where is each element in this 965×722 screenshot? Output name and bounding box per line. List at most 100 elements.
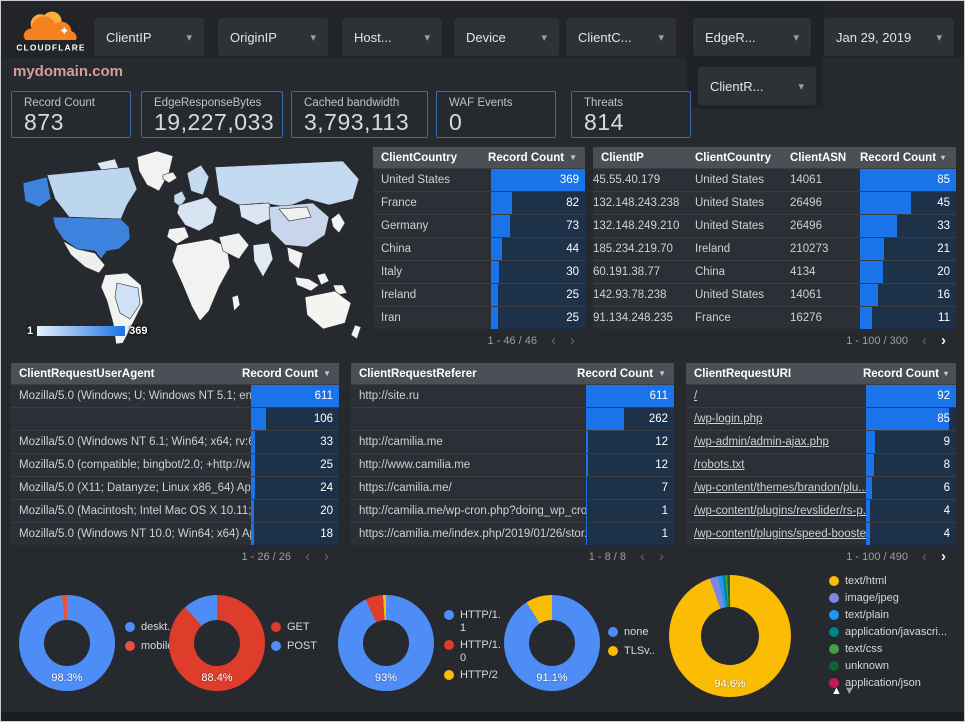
prev-page-icon[interactable]: ‹	[551, 332, 556, 349]
column-header-referer[interactable]: ClientRequestReferer	[359, 367, 477, 380]
table-row[interactable]: France 82	[373, 191, 585, 214]
column-header-record-count[interactable]: Record Count	[860, 151, 937, 164]
table-row[interactable]: /wp-content/themes/brandon/plu... 6	[686, 476, 956, 499]
filter-host[interactable]: Host... ▾	[342, 18, 442, 56]
table-row[interactable]: /wp-content/plugins/revslider/rs-p... 4	[686, 499, 956, 522]
table-header[interactable]: ClientIP ClientCountry ClientASN Record …	[593, 147, 956, 168]
legend-item[interactable]: POST	[271, 640, 317, 653]
table-row[interactable]: 45.55.40.179 United States 14061 85	[593, 168, 956, 191]
column-header-country[interactable]: ClientCountry	[381, 151, 458, 164]
legend-item[interactable]: HTTP/2	[444, 669, 504, 682]
filter-clientrequest[interactable]: ClientR... ▾	[698, 67, 816, 105]
table-row[interactable]: 132.148.249.210 United States 26496 33	[593, 214, 956, 237]
table-row[interactable]: Italy 30	[373, 260, 585, 283]
table-row[interactable]: China 44	[373, 237, 585, 260]
next-page-icon[interactable]: ›	[659, 548, 664, 565]
donut-request-method[interactable]: 88.4%	[169, 595, 265, 691]
uri-link[interactable]: /	[694, 390, 698, 402]
legend-item[interactable]: application/javascri...	[829, 626, 947, 639]
donut-http-version[interactable]: 93%	[338, 595, 434, 691]
uri-link[interactable]: /wp-content/plugins/speed-booste...	[694, 528, 866, 540]
legend-item[interactable]: unknown	[829, 660, 947, 673]
sort-desc-icon[interactable]: ▾	[941, 153, 946, 162]
table-row[interactable]: /wp-content/plugins/speed-booste... 4	[686, 522, 956, 545]
table-row[interactable]: 262	[351, 407, 674, 430]
uri-link[interactable]: /wp-content/plugins/revslider/rs-p...	[694, 505, 866, 517]
table-row[interactable]: Iran 25	[373, 306, 585, 329]
next-page-icon[interactable]: ›	[570, 332, 575, 349]
table-row[interactable]: 185.234.219.70 Ireland 210273 21	[593, 237, 956, 260]
legend-item[interactable]: GET	[271, 621, 317, 634]
table-row[interactable]: http://site.ru 611	[351, 384, 674, 407]
column-header-record-count[interactable]: Record Count	[242, 367, 319, 380]
table-row[interactable]: / 92	[686, 384, 956, 407]
table-row[interactable]: https://camilia.me/index.php/2019/01/26/…	[351, 522, 674, 545]
table-row[interactable]: http://camilia.me/wp-cron.php?doing_wp_c…	[351, 499, 674, 522]
table-row[interactable]: 106	[11, 407, 339, 430]
table-row[interactable]: 132.148.243.238 United States 26496 45	[593, 191, 956, 214]
table-row[interactable]: Mozilla/5.0 (compatible; bingbot/2.0; +h…	[11, 453, 339, 476]
legend-item[interactable]: HTTP/1.1	[444, 609, 504, 635]
table-row[interactable]: http://www.camilia.me 12	[351, 453, 674, 476]
table-row[interactable]: Mozilla/5.0 (Windows; U; Windows NT 5.1;…	[11, 384, 339, 407]
table-header[interactable]: ClientRequestReferer Record Count ▼	[351, 363, 674, 384]
legend-item[interactable]: text/html	[829, 575, 947, 588]
donut-tls-version[interactable]: 91.1%	[504, 595, 600, 691]
sort-desc-icon[interactable]: ▼	[658, 369, 666, 378]
table-row[interactable]: Germany 73	[373, 214, 585, 237]
column-header-uri[interactable]: ClientRequestURI	[694, 367, 792, 380]
legend-item[interactable]: none	[608, 626, 655, 639]
table-row[interactable]: http://camilia.me 12	[351, 430, 674, 453]
column-header-record-count[interactable]: Record Count	[577, 367, 654, 380]
legend-item[interactable]: text/css	[829, 643, 947, 656]
column-header-useragent[interactable]: ClientRequestUserAgent	[19, 367, 155, 380]
legend-scroll-down-icon[interactable]: ▼	[843, 685, 857, 697]
date-range-picker[interactable]: Jan 29, 2019 ▾	[824, 18, 954, 56]
table-row[interactable]: Ireland 25	[373, 283, 585, 306]
uri-link[interactable]: /robots.txt	[694, 459, 745, 471]
legend-item[interactable]: application/json	[829, 677, 947, 690]
table-row[interactable]: https://camilia.me/ 7	[351, 476, 674, 499]
prev-page-icon[interactable]: ‹	[640, 548, 645, 565]
uri-link[interactable]: /wp-content/themes/brandon/plu...	[694, 482, 866, 494]
next-page-icon[interactable]: ›	[324, 548, 329, 565]
table-row[interactable]: 91.134.248.235 France 16276 11	[593, 306, 956, 329]
filter-edgeresponse[interactable]: EdgeR... ▾	[693, 18, 811, 56]
legend-item[interactable]: mobile	[125, 640, 176, 653]
table-row[interactable]: /wp-admin/admin-ajax.php 9	[686, 430, 956, 453]
world-map[interactable]: 1 369	[11, 147, 373, 347]
table-header[interactable]: ClientRequestUserAgent Record Count ▼	[11, 363, 339, 384]
table-header[interactable]: ClientCountry Record Count ▼	[373, 147, 585, 168]
prev-page-icon[interactable]: ‹	[922, 332, 927, 349]
filter-clientip[interactable]: ClientIP ▾	[94, 18, 204, 56]
table-row[interactable]: 60.191.38.77 China 4134 20	[593, 260, 956, 283]
prev-page-icon[interactable]: ‹	[305, 548, 310, 565]
next-page-icon[interactable]: ›	[941, 548, 946, 565]
uri-link[interactable]: /wp-login.php	[694, 413, 763, 425]
legend-item[interactable]: image/jpeg	[829, 592, 947, 605]
donut-device-type[interactable]: 98.3%	[19, 595, 115, 691]
filter-device[interactable]: Device ▾	[454, 18, 559, 56]
filter-originip[interactable]: OriginIP ▾	[218, 18, 328, 56]
legend-scroll-up-icon[interactable]: ▲	[831, 685, 844, 697]
table-row[interactable]: United States 369	[373, 168, 585, 191]
sort-desc-icon[interactable]: ▾	[943, 369, 948, 378]
table-row[interactable]: Mozilla/5.0 (Windows NT 6.1; Win64; x64;…	[11, 430, 339, 453]
table-row[interactable]: /wp-login.php 85	[686, 407, 956, 430]
legend-item[interactable]: text/plain	[829, 609, 947, 622]
column-header-clientip[interactable]: ClientIP	[601, 151, 644, 164]
legend-item[interactable]: deskt...	[125, 621, 176, 634]
table-row[interactable]: 142.93.78.238 United States 14061 16	[593, 283, 956, 306]
next-page-icon[interactable]: ›	[941, 332, 946, 349]
legend-item[interactable]: TLSv..	[608, 645, 655, 658]
filter-clientcountry[interactable]: ClientC... ▾	[566, 18, 676, 56]
column-header-record-count[interactable]: Record Count	[862, 367, 939, 380]
column-header-clientcountry[interactable]: ClientCountry	[695, 151, 772, 164]
donut-content-type[interactable]: 94.6%	[669, 575, 791, 697]
table-row[interactable]: Mozilla/5.0 (Windows NT 10.0; Win64; x64…	[11, 522, 339, 545]
column-header-clientasn[interactable]: ClientASN	[790, 151, 847, 164]
legend-item[interactable]: HTTP/1.0	[444, 639, 504, 665]
table-row[interactable]: Mozilla/5.0 (X11; Datanyze; Linux x86_64…	[11, 476, 339, 499]
prev-page-icon[interactable]: ‹	[922, 548, 927, 565]
uri-link[interactable]: /wp-admin/admin-ajax.php	[694, 436, 829, 448]
